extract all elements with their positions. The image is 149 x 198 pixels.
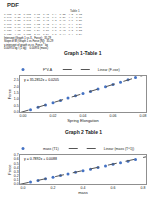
svg-text:2.0: 2.0 [14,85,19,89]
svg-text:0.5: 0.5 [14,104,19,108]
svg-text:PDF: PDF [7,2,19,8]
svg-text:0.3: 0.3 [14,170,19,174]
svg-text:0.00: 0.00 [20,114,27,118]
svg-text:Intercept (Graph 1 vs X- Forc: Intercept (Graph 1 vs X- Force): 35.29 [4,36,51,40]
svg-text:y-intercept of graph vs vs Fo: y-intercept of graph vs vs Force * kg [4,43,48,47]
svg-text:Linear (F-vxe): Linear (F-vxe) [98,68,120,72]
svg-text:0.015 0.55 0.015 1.70 0.47: 0.015 0.55 0.015 1.70 0.47 2.3 0.40 2.0 … [4,19,83,22]
svg-text:0.6: 0.6 [14,157,19,161]
svg-text:Graph 1-Table 1: Graph 1-Table 1 [64,50,102,56]
svg-text:1.5: 1.5 [14,91,19,95]
svg-text:0.4: 0.4 [14,166,19,170]
svg-text:0.7: 0.7 [14,153,19,157]
svg-text:0.4: 0.4 [81,186,86,190]
svg-text:0.020 0.72 0.020 2.08 0.48: 0.020 0.72 0.020 2.08 0.48 2.4 0.41 2.1 … [4,23,83,26]
svg-text:0.2: 0.2 [51,186,56,190]
svg-text:0.08: 0.08 [140,114,147,118]
svg-text:Graph 2 Table 1: Graph 2 Table 1 [65,129,102,135]
svg-text:1.0: 1.0 [14,97,19,101]
svg-text:0.0: 0.0 [14,182,19,186]
svg-text:0.0: 0.0 [21,186,26,190]
svg-text:0.00974 kg / (1 kg) 0.00974: 0.00974 kg / (1 kg) 0.00974 (mass) [4,46,48,50]
svg-text:y = 35.2852x + 0.0205: y = 35.2852x + 0.0205 [24,78,59,82]
svg-text:0.06: 0.06 [110,114,117,118]
svg-text:0.0: 0.0 [14,110,19,114]
svg-text:Table 1: Table 1 [70,9,80,13]
svg-text:F*V-A: F*V-A [43,68,53,72]
svg-text:0.5: 0.5 [14,162,19,166]
svg-text:Slope of M (Graph 1 vs Force [: Slope of M (Graph 1 vs Force [N]): 35.29 [4,39,54,43]
svg-text:2.5: 2.5 [14,78,19,82]
svg-text:mass (T1): mass (T1) [43,147,59,151]
svg-text:0.8: 0.8 [141,186,146,190]
svg-text:y = 0.7892x + 0.0088: y = 0.7892x + 0.0088 [24,157,57,161]
svg-text:mass: mass [78,190,88,195]
svg-text:0.2: 0.2 [14,174,19,178]
svg-text:0.005 0.18 0.005 0.95 0.45: 0.005 0.18 0.005 0.95 0.45 2.1 0.38 1.8 … [4,13,83,16]
svg-text:Force: Force [7,164,12,175]
svg-text:0.02: 0.02 [50,114,57,118]
svg-text:0.1: 0.1 [14,178,19,182]
svg-text:0.010 0.37 0.010 1.32 0.46: 0.010 0.37 0.010 1.32 0.46 2.2 0.39 1.9 … [4,16,83,19]
svg-text:Spring Elongation: Spring Elongation [67,118,99,123]
svg-text:0.6: 0.6 [111,186,116,190]
svg-text:0.035 1.26 0.035 3.22 0.51: 0.035 1.26 0.035 3.22 0.51 2.7 0.44 2.4 … [4,33,83,36]
svg-text:Linear (mass (T^1)): Linear (mass (T^1)) [104,147,134,151]
svg-text:Force: Force [7,88,12,99]
svg-text:0.025 0.90 0.025 2.46 0.49: 0.025 0.90 0.025 2.46 0.49 2.5 0.42 2.2 … [4,26,83,29]
svg-text:0.030 1.08 0.030 2.84 0.50: 0.030 1.08 0.030 2.84 0.50 2.6 0.43 2.3 … [4,29,83,32]
svg-text:0.04: 0.04 [80,114,87,118]
